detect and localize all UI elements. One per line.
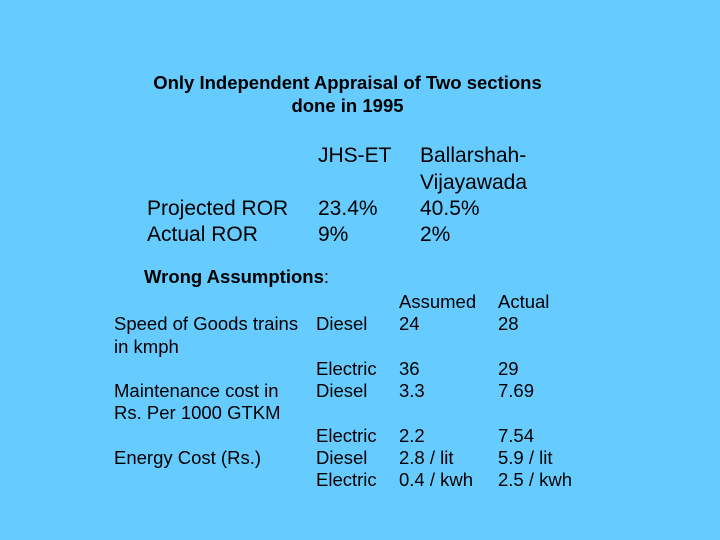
- wa-actual-maintenance-diesel: 7.69: [498, 380, 535, 401]
- wa-mode-energy-diesel: Diesel: [316, 447, 368, 468]
- wrong-assumptions-heading-colon: :: [323, 266, 330, 287]
- ror-cell-projected-ballarshah: 40.5%: [420, 197, 480, 220]
- wa-col-header-assumed: Assumed: [399, 291, 477, 312]
- wa-assumed-energy-diesel: 2.8 / lit: [399, 447, 454, 468]
- ror-col-header-ballarshah-line-1: Ballarshah-: [420, 144, 527, 167]
- wa-param-maintenance-line-1: Maintenance cost in: [114, 380, 279, 401]
- wa-mode-speed-electric: Electric: [316, 358, 377, 379]
- wa-param-speed-line-2: in kmph: [114, 336, 179, 357]
- wa-assumed-speed-diesel: 24: [399, 313, 420, 334]
- wa-mode-energy-electric: Electric: [316, 469, 377, 490]
- wa-actual-energy-diesel: 5.9 / lit: [498, 447, 553, 468]
- wa-mode-maintenance-electric: Electric: [316, 425, 377, 446]
- ror-row-label-actual: Actual ROR: [147, 223, 258, 246]
- wa-assumed-speed-electric: 36: [399, 358, 420, 379]
- wrong-assumptions-heading-text: Wrong Assumptions: [144, 266, 324, 287]
- wa-actual-maintenance-electric: 7.54: [498, 425, 535, 446]
- wrong-assumptions-heading: Wrong Assumptions:: [144, 266, 330, 287]
- wa-assumed-energy-electric: 0.4 / kwh: [399, 469, 474, 490]
- ror-cell-actual-jhs-et: 9%: [318, 223, 349, 246]
- wa-param-speed-line-1: Speed of Goods trains: [114, 313, 299, 334]
- wa-param-energy: Energy Cost (Rs.): [114, 447, 262, 468]
- ror-cell-actual-ballarshah: 2%: [420, 223, 451, 246]
- wa-actual-speed-electric: 29: [498, 358, 519, 379]
- wa-col-header-actual: Actual: [498, 291, 550, 312]
- wa-mode-speed-diesel: Diesel: [316, 313, 368, 334]
- wa-actual-speed-diesel: 28: [498, 313, 519, 334]
- ror-col-header-ballarshah-line-2: Vijayawada: [420, 171, 528, 194]
- wa-param-maintenance-line-2: Rs. Per 1000 GTKM: [114, 402, 281, 423]
- ror-row-label-projected: Projected ROR: [147, 197, 289, 220]
- ror-col-header-jhs-et: JHS-ET: [318, 144, 392, 167]
- slide-title-line-2: done in 1995: [291, 95, 404, 116]
- wa-assumed-maintenance-electric: 2.2: [399, 425, 425, 446]
- wa-assumed-maintenance-diesel: 3.3: [399, 380, 425, 401]
- wa-mode-maintenance-diesel: Diesel: [316, 380, 368, 401]
- ror-cell-projected-jhs-et: 23.4%: [318, 197, 378, 220]
- slide-title-line-1: Only Independent Appraisal of Two sectio…: [153, 72, 542, 93]
- wa-actual-energy-electric: 2.5 / kwh: [498, 469, 573, 490]
